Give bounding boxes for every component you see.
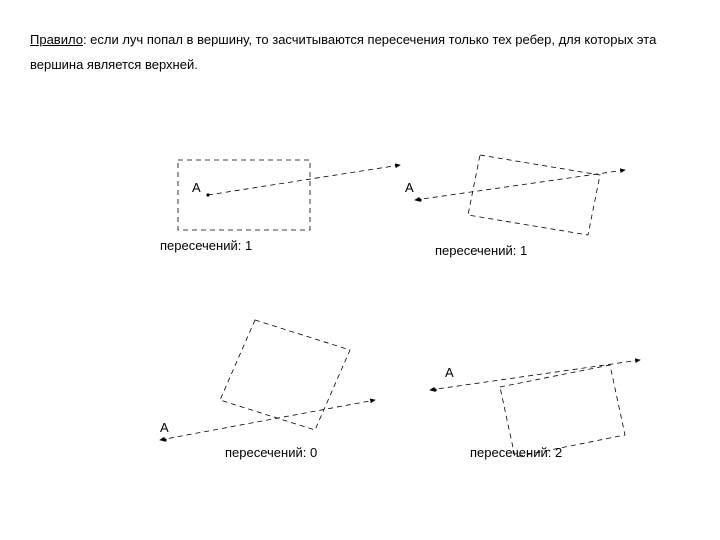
d2-point-label: A	[405, 180, 414, 195]
d1-caption: пересечений: 1	[160, 238, 252, 253]
d2-caption: пересечений: 1	[435, 243, 527, 258]
d1-point-label: A	[192, 180, 201, 195]
d3-caption: пересечений: 0	[225, 445, 317, 460]
d4-point-label: A	[445, 365, 454, 380]
d3-point-label: A	[160, 420, 169, 435]
d4-caption: пересечений: 2	[470, 445, 562, 460]
diagram-canvas	[0, 0, 720, 540]
